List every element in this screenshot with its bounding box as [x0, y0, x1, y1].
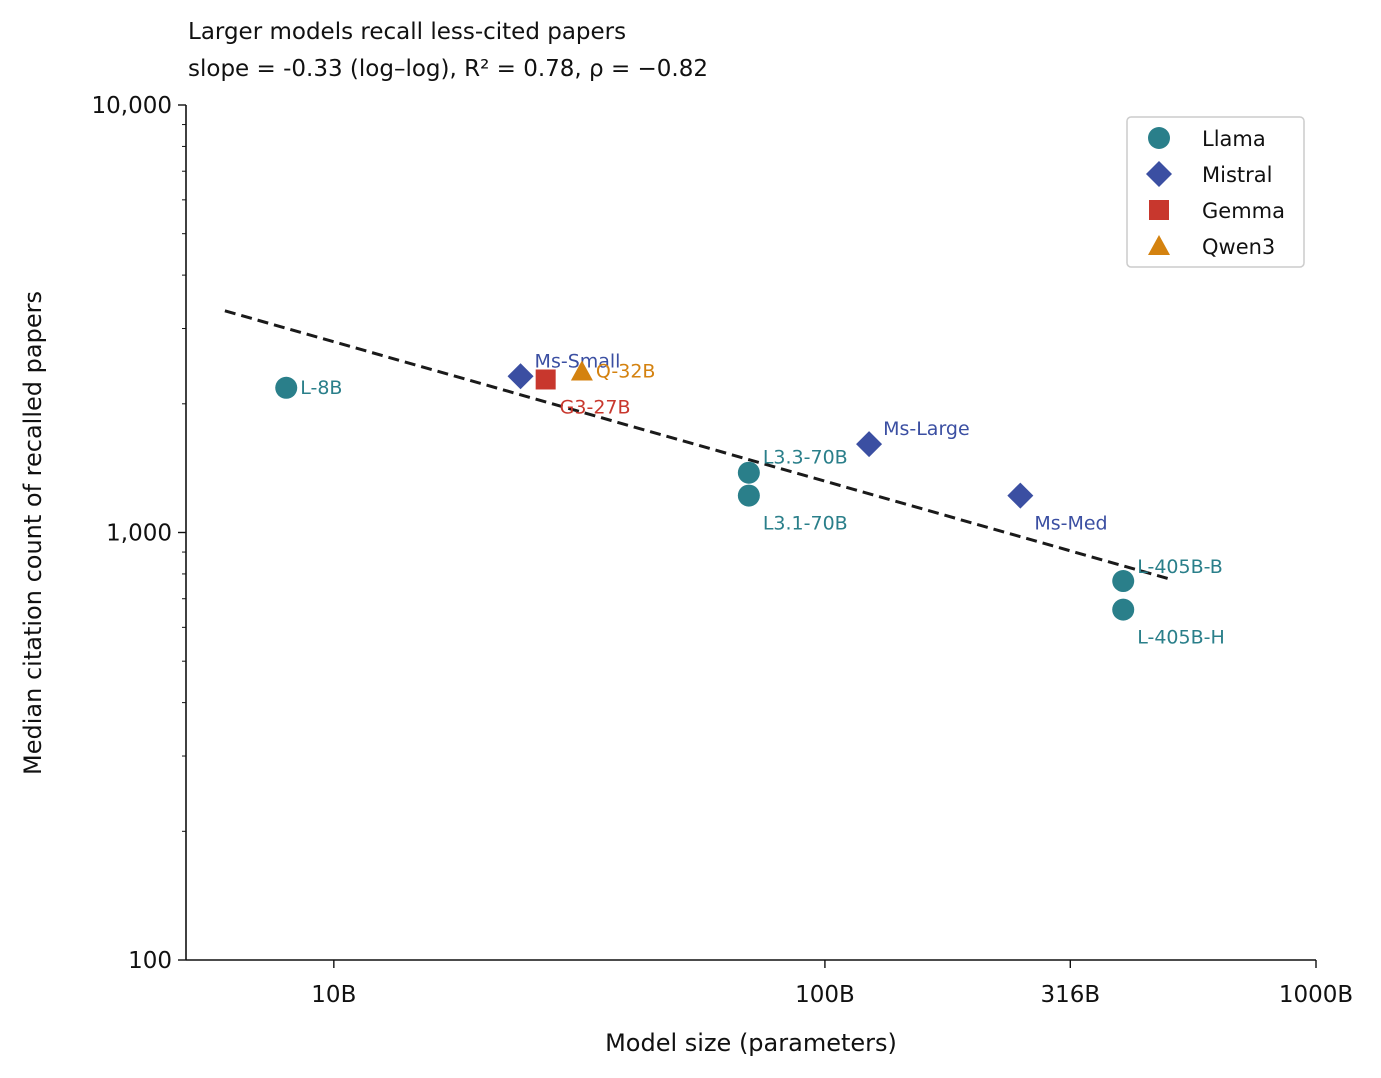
data-point-l3-3-70b: [737, 461, 760, 484]
data-point-label: L3.3-70B: [763, 447, 848, 469]
chart-title: Larger models recall less-cited papers: [188, 19, 626, 45]
legend-marker: [1148, 235, 1170, 255]
x-tick-label: 316B: [1040, 982, 1100, 1008]
data-point-g3-27b: [535, 369, 556, 390]
legend-marker: [1149, 200, 1169, 220]
x-tick-label: 100B: [795, 982, 855, 1008]
x-axis-label: Model size (parameters): [605, 1029, 897, 1057]
data-point-ms-small: [507, 363, 534, 390]
data-point-label: Ms-Small: [535, 350, 621, 372]
fit-line: [224, 309, 1169, 581]
data-point-ms-med: [1007, 482, 1034, 509]
data-point-l-8b: [275, 376, 298, 399]
data-point-label: Ms-Large: [883, 418, 970, 440]
legend-entry: Llama: [1202, 127, 1266, 151]
chart-subtitle: slope = -0.33 (log–log), R² = 0.78, ρ = …: [188, 56, 708, 82]
data-point-l-405b-b: [1112, 570, 1135, 593]
x-tick-label: 10B: [311, 982, 356, 1008]
y-tick-label: 10,000: [92, 93, 172, 119]
legend: Llama Mistral Gemma Qwen3: [1126, 116, 1305, 268]
data-point-label: L-405B-H: [1137, 627, 1225, 649]
y-tick-label: 1,000: [106, 521, 172, 547]
axes: 100 1,000 10,000 10B 100B 316B 1000B: [92, 93, 1354, 1008]
legend-marker: [1148, 127, 1170, 149]
legend-marker: [1146, 161, 1172, 187]
data-point-label: L-405B-B: [1137, 556, 1223, 578]
legend-entry: Gemma: [1202, 199, 1285, 223]
data-point-label: L3.1-70B: [763, 513, 848, 535]
fit-line-group: [224, 309, 1169, 581]
data-point-l3-1-70b: [737, 484, 760, 507]
data-point-label: G3-27B: [560, 396, 631, 418]
data-point-l-405b-h: [1112, 598, 1135, 621]
x-tick-label: 1000B: [1279, 982, 1353, 1008]
data-point-label: L-8B: [300, 377, 342, 399]
data-point-label: Q-32B: [596, 361, 656, 383]
legend-entry: Mistral: [1202, 163, 1272, 187]
data-points: L-8B L3.3-70B L3.1-70B L-405B-B L-405B-H Ms-S…: [275, 350, 1225, 649]
data-point-q-32b: [570, 360, 593, 381]
data-point-ms-large: [856, 431, 883, 458]
data-point-label: Ms-Med: [1034, 513, 1107, 535]
legend-box: [1126, 116, 1305, 268]
y-tick-label: 100: [128, 948, 172, 974]
chart-title-block: Larger models recall less-cited papers s…: [188, 19, 708, 82]
legend-entry: Qwen3: [1202, 235, 1275, 259]
y-axis-label: Median citation count of recalled papers: [19, 291, 47, 775]
